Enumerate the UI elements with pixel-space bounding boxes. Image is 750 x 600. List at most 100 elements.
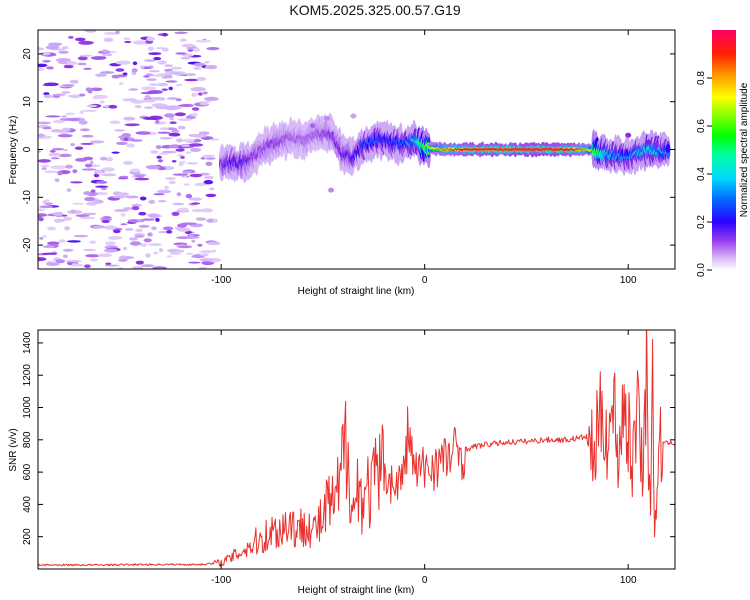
spectrogram-noise-cell (189, 232, 194, 237)
spectrogram-noise-cell (55, 220, 60, 224)
spectrogram-noise-cell (100, 218, 113, 221)
snr-series-line (38, 330, 675, 567)
spectrogram-noise-cell (137, 219, 145, 223)
spectrogram-noise-cell (205, 161, 213, 166)
spectrogram-noise-cell (72, 169, 78, 174)
spectrogram-noise-cell (69, 79, 79, 84)
spectrogram-noise-cell (189, 173, 203, 178)
spectrogram-noise-cell (200, 253, 209, 257)
spectrogram-noise-cell (89, 258, 99, 262)
spectrogram-noise-cell (199, 250, 215, 254)
spectrogram-noise-cell (153, 193, 165, 196)
spectrogram-noise-cell (159, 137, 173, 140)
spectrogram-noise-cell (158, 159, 163, 163)
spectrogram-noise-cell (43, 170, 60, 174)
spectrogram-noise-cell (180, 156, 185, 159)
spectrogram-noise-cell (140, 65, 145, 69)
spectrogram-noise-cell (42, 126, 52, 130)
spectrogram-noise-cell (186, 73, 196, 77)
spectrogram-noise-cell (147, 90, 163, 94)
spectrogram-noise-cell (125, 227, 134, 231)
spectrogram-noise-cell (119, 255, 128, 259)
spectrogram-noise-cell (164, 185, 169, 190)
spectrogram-noise-cell (153, 251, 158, 255)
spectrogram-noise-cell (89, 240, 97, 244)
spectrogram-noise-cell (178, 162, 184, 167)
spectrogram-ytick-label: 0 (22, 146, 33, 152)
spectrogram-noise-cell (95, 185, 109, 188)
spectrogram-noise-cell (172, 202, 185, 206)
spectrogram-noise-cell (38, 133, 45, 138)
spectrogram-noise-cell (95, 88, 102, 91)
spectrogram-noise-cell (191, 134, 208, 138)
spectrogram-noise-cell (103, 37, 114, 42)
spectrogram-noise-cell (83, 191, 91, 196)
spectrogram-noise-cell (143, 75, 150, 78)
spectrogram-noise-cell (118, 135, 126, 139)
spectrogram-noise-cell (171, 129, 179, 133)
colorbar: 0.0 0.2 0.4 0.6 0.8 Normalized spectral ampl… (696, 30, 750, 277)
spectrogram-noise-cell (168, 86, 173, 91)
spectrogram-noise-cell (157, 60, 167, 65)
spectrogram-noise-cell (191, 107, 200, 111)
spectrogram-noise-cell (170, 66, 182, 70)
spectrogram-noise-cell (148, 70, 160, 73)
spectrogram-noise-cell (47, 226, 57, 231)
spectrogram-noise-cell (184, 78, 199, 82)
spectrogram-noise-cell (199, 102, 209, 106)
spectrogram-noise-cell (146, 165, 161, 170)
spectrogram-noise-cell (122, 72, 128, 76)
spectrogram-noise-cell (116, 141, 128, 145)
spectrogram-noise-cell (198, 92, 203, 96)
spectrogram-noise-cell (177, 118, 193, 121)
spectrogram-noise-cell (47, 241, 60, 245)
spectrogram-noise-cell (123, 137, 129, 142)
spectrogram-noise-cell (186, 162, 198, 165)
spectrogram-noise-cell (148, 199, 156, 204)
spectrogram-noise-cell (181, 144, 192, 147)
spectrogram-noise-cell (107, 236, 123, 240)
spectrogram-noise-cell (135, 228, 144, 233)
snr-xtick-label: 0 (422, 575, 428, 586)
spectrogram-noise-cell (145, 253, 151, 258)
spectrogram-noise-cell (125, 195, 139, 199)
spectrogram-noise-cell (115, 30, 120, 35)
colorbar-label: Normalized spectral amplitude (739, 82, 750, 217)
spectrogram-noise-cell (83, 248, 96, 252)
spectrogram-noise-cell (131, 206, 140, 211)
spectrogram-noise-cell (123, 37, 131, 41)
spectrogram-noise-cell (164, 113, 175, 118)
spectrogram-noise-cell (155, 145, 162, 150)
spectrogram-blob (645, 139, 652, 145)
spectrogram-noise-cell (165, 80, 178, 83)
spectrogram-noise-cell (68, 35, 74, 39)
snr-ytick-label: 200 (22, 528, 33, 545)
spectrogram-noise-cell (155, 119, 160, 124)
spectrogram-noise-cell (179, 103, 194, 108)
spectrogram-noise-cell (79, 216, 96, 220)
spectrogram-noise-cell (61, 115, 67, 118)
spectrogram-noise-cell (200, 157, 206, 160)
spectrogram-noise-cell (171, 211, 180, 216)
spectrogram-noise-cell (52, 147, 64, 151)
spectrogram-noise-cell (177, 249, 185, 253)
spectrogram-noise-cell (93, 173, 100, 178)
colorbar-tick-label: 0.0 (696, 263, 707, 277)
spectrogram-noise-cell (50, 129, 64, 133)
spectrogram-noise-cell (151, 226, 157, 231)
spectrogram-noise-cell (147, 213, 160, 218)
spectrogram-noise-cell (115, 60, 131, 65)
spectrogram-noise-cell (58, 153, 72, 158)
spectrogram-xlabel: Height of straight line (km) (298, 286, 415, 297)
spectrogram-noise-cell (144, 59, 156, 62)
spectrogram-noise-cell (135, 260, 144, 265)
spectrogram-noise-cell (169, 252, 182, 255)
spectrogram-noise-cell (199, 258, 214, 262)
spectrogram-noise-cell (112, 195, 126, 199)
spectrogram-noise-cell (152, 266, 167, 269)
spectrogram-noise-cell (191, 240, 196, 243)
spectrogram-noise-cell (101, 220, 110, 223)
spectrogram-noise-cell (91, 56, 107, 60)
spectrogram-noise-cell (135, 131, 151, 135)
